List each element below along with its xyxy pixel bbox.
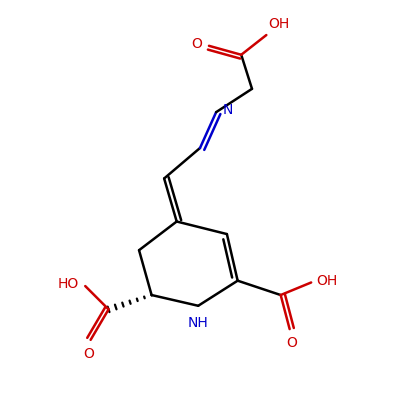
Text: HO: HO <box>58 277 79 291</box>
Text: OH: OH <box>316 274 338 288</box>
Text: O: O <box>286 336 297 350</box>
Text: NH: NH <box>188 316 208 330</box>
Text: OH: OH <box>268 18 289 32</box>
Text: N: N <box>222 103 233 117</box>
Text: O: O <box>192 37 202 51</box>
Text: O: O <box>84 347 94 361</box>
